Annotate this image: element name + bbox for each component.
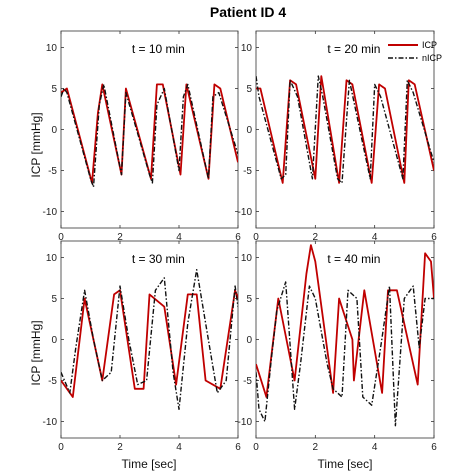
y-tick-label: 10 [241,43,253,54]
x-tick-label: 0 [58,442,64,453]
y-tick-label: -10 [238,207,253,218]
x-tick-label: 2 [313,442,319,453]
xlabel-right: Time [sec] [318,457,373,471]
x-tick-label: 2 [117,232,123,243]
y-tick-label: 5 [246,84,252,95]
y-tick-label: -5 [243,376,252,387]
x-tick-label: 4 [176,442,182,453]
panel-title: t = 10 min [132,42,185,56]
y-tick-label: -5 [48,166,57,177]
x-tick-label: 2 [117,442,123,453]
panel-title: t = 30 min [132,252,185,266]
y-tick-label: 0 [51,125,57,136]
ylabel-bottom: ICP [mmHg] [29,320,43,385]
ylabel-top: ICP [mmHg] [29,112,43,177]
x-tick-label: 4 [176,232,182,243]
panel-1: -10 -5 0 5 10 0 2 4 6 t = 10 min [43,30,241,243]
panel-2: -10 -5 0 5 10 0 2 4 6 t = 20 min [238,30,437,243]
panel-title: t = 20 min [327,42,380,56]
legend-icp-label: ICP [422,40,437,50]
figure-title: Patient ID 4 [210,4,286,20]
x-tick-label: 4 [372,232,378,243]
y-tick-label: 5 [51,84,57,95]
panel-3: -10 -5 0 5 10 0 2 4 6 t = 30 min [43,240,241,453]
y-tick-label: 0 [51,335,57,346]
y-tick-label: 10 [46,253,58,264]
y-tick-label: 0 [246,335,252,346]
x-tick-label: 4 [372,442,378,453]
legend-nicp-label: nICP [422,53,442,63]
panel-4: -10 -5 0 5 10 0 2 4 6 t = 40 min [238,240,437,453]
x-tick-label: 6 [431,232,437,243]
y-tick-label: 10 [46,43,58,54]
y-tick-label: 0 [246,125,252,136]
x-tick-label: 2 [313,232,319,243]
y-tick-label: -10 [43,207,58,218]
nicp-series-line [61,83,238,188]
x-tick-label: 0 [253,232,259,243]
nicp-series-line [61,269,238,410]
y-tick-label: -5 [243,166,252,177]
y-tick-label: -10 [43,417,58,428]
legend: ICP nICP [388,40,442,63]
x-tick-label: 0 [253,442,259,453]
x-tick-label: 0 [58,232,64,243]
y-tick-label: 5 [246,294,252,305]
panel-title: t = 40 min [327,252,380,266]
nicp-series-line [256,281,434,427]
y-tick-label: -5 [48,376,57,387]
axes-frame [60,240,239,439]
x-tick-label: 6 [235,232,241,243]
x-tick-label: 6 [235,442,241,453]
y-tick-label: 5 [51,294,57,305]
icp-series-line [256,75,434,184]
y-tick-label: -10 [238,417,253,428]
icp-series-line [256,244,434,398]
nicp-series-line [256,75,434,184]
xlabel-left: Time [sec] [122,457,177,471]
x-tick-label: 6 [431,442,437,453]
y-tick-label: 10 [241,253,253,264]
